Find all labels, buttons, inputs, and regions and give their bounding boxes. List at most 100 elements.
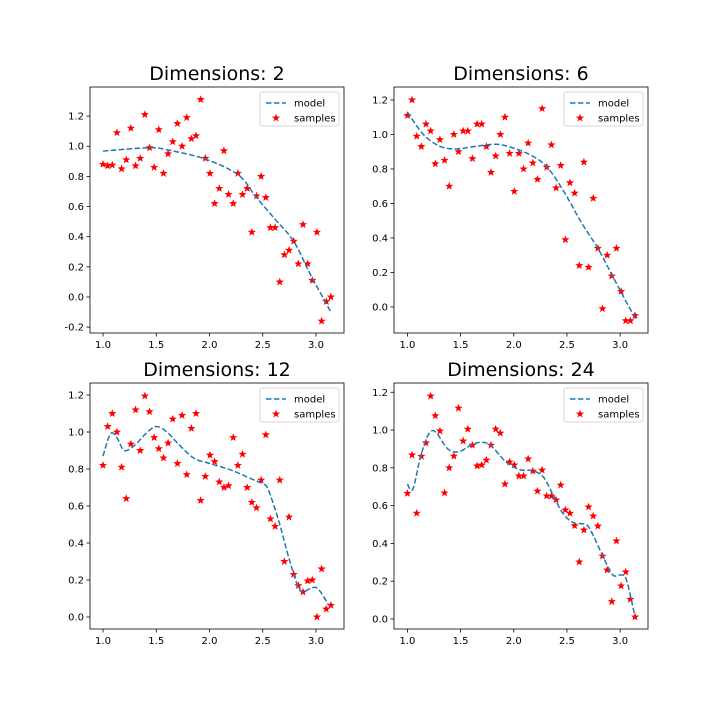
subplot-title: Dimensions: 24 [447, 359, 595, 381]
sample-point [463, 424, 472, 433]
legend: model samples [259, 387, 340, 423]
sample-point [275, 277, 284, 286]
sample-point [224, 481, 233, 490]
axes-frame [393, 86, 649, 334]
sample-point [459, 126, 468, 135]
sample-point [122, 494, 131, 503]
model-line [102, 425, 330, 606]
axes-frame [393, 382, 649, 630]
legend-model-label: model [294, 395, 325, 406]
sample-point [593, 521, 602, 530]
sample-point [243, 483, 252, 491]
sample-point [136, 154, 145, 162]
x-tick-label: 1.0 [95, 636, 111, 647]
legend-box [563, 91, 644, 127]
x-tick-label: 2.0 [202, 340, 218, 351]
sample-point [187, 134, 196, 143]
sample-point [630, 311, 640, 320]
sample-point [449, 130, 458, 138]
x-tick-label: 2.5 [255, 340, 271, 351]
sample-point [140, 391, 149, 400]
sample-point [589, 193, 598, 202]
sample-point [317, 316, 326, 325]
sample-point [154, 444, 163, 453]
sample-point [584, 502, 593, 511]
sample-point [229, 433, 238, 442]
sample-point [440, 488, 449, 497]
sample-point [505, 457, 514, 466]
sample-point [210, 457, 219, 466]
x-tick-label: 2.0 [202, 636, 218, 647]
sample-point [575, 557, 584, 566]
sample-point [561, 505, 570, 514]
sample-point [164, 149, 173, 158]
subplot-title: Dimensions: 6 [453, 63, 588, 85]
sample-point [247, 498, 256, 506]
sample-point [243, 184, 252, 192]
x-tick-label: 2.0 [506, 340, 522, 351]
y-tick-label: 0.0 [68, 292, 84, 303]
sample-point [482, 455, 491, 464]
sample-point [612, 244, 621, 252]
sample-point [150, 163, 159, 171]
y-tick-label: 1.2 [68, 391, 84, 402]
legend-box [563, 387, 644, 423]
sample-point [617, 581, 626, 590]
sample-point [308, 575, 317, 584]
sample-point [491, 151, 500, 160]
y-tick-label: 0.4 [68, 232, 84, 243]
sample-point [617, 287, 626, 295]
y-tick-label: 0.6 [372, 199, 388, 210]
sample-point [472, 461, 482, 470]
sample-point [412, 508, 421, 517]
sample-point [140, 110, 149, 119]
subplot-3: Dimensions: 12 1.0 1.5 2.0 2.5 3.0 0.0 0.2 0.4 0.… [68, 359, 345, 647]
y-tick-label: 0.0 [68, 612, 84, 623]
sample-point [421, 119, 431, 128]
sample-point [584, 262, 593, 271]
sample-point [117, 164, 126, 173]
sample-point [551, 183, 561, 192]
sample-point [257, 475, 266, 484]
sample-point [154, 125, 163, 134]
sample-point [159, 169, 168, 177]
sample-point [261, 430, 270, 439]
sample-point [275, 475, 284, 484]
sample-point [117, 462, 126, 471]
sample-point [505, 149, 514, 157]
subplot-2: Dimensions: 6 1.0 1.5 2.0 2.5 3.0 0.0 0.2 0.4 0.6… [372, 63, 649, 351]
y-tick-label: 1.0 [372, 130, 388, 141]
sample-point [182, 113, 191, 122]
legend-model-label: model [294, 99, 325, 110]
sample-point [173, 119, 182, 128]
sample-point [247, 227, 256, 236]
sample-point [252, 191, 261, 200]
y-tick-label: 0.2 [372, 268, 388, 279]
sample-point [168, 414, 177, 423]
sample-point [454, 403, 463, 412]
sample-point [266, 223, 275, 232]
sample-point [108, 160, 117, 169]
sample-point [173, 459, 182, 467]
model-line [406, 111, 637, 321]
legend-samples-star-icon [271, 409, 281, 418]
sample-point [579, 157, 589, 166]
sample-point [317, 564, 326, 573]
sample-point [621, 316, 630, 325]
x-tick-label: 2.0 [506, 636, 522, 647]
sample-point [271, 522, 280, 530]
sample-point [201, 472, 210, 480]
legend-samples-label: samples [294, 114, 336, 125]
y-tick-label: 0.0 [372, 614, 388, 625]
sample-point [108, 409, 117, 417]
sample-point [219, 483, 229, 491]
sample-point [122, 155, 131, 164]
sample-point [205, 169, 215, 177]
sample-point [403, 489, 412, 497]
x-tick-label: 3.0 [612, 340, 628, 351]
sample-point [131, 161, 140, 170]
legend-samples-label: samples [598, 114, 640, 125]
sample-point [177, 411, 187, 419]
y-tick-label: 0.8 [68, 172, 84, 183]
